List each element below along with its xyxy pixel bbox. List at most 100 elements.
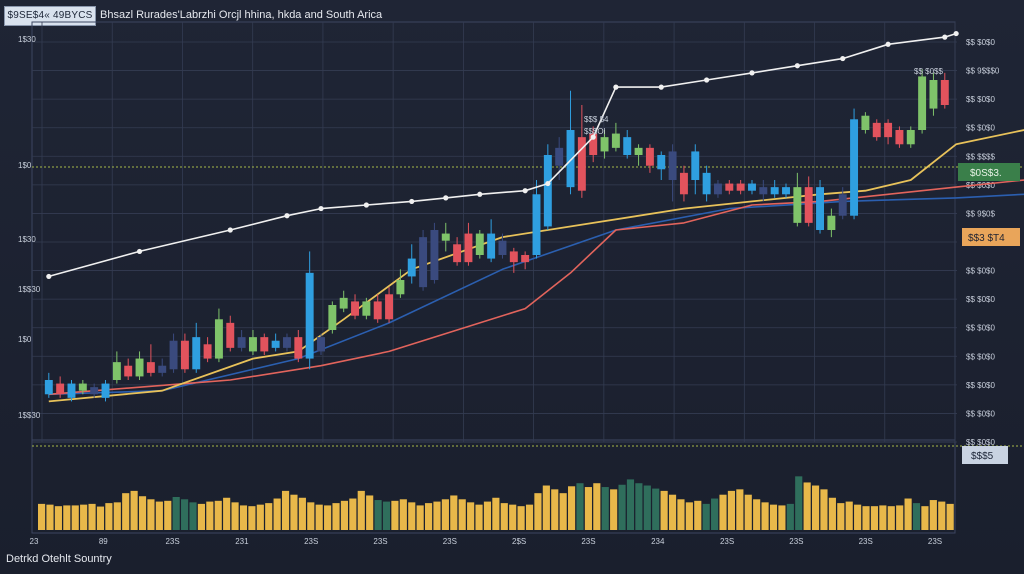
volume-bar [786,503,794,530]
volume-bar [374,500,382,530]
volume-bar [433,501,441,530]
plot-border [31,21,956,443]
volume-bar [391,500,399,530]
candle-body [702,172,711,195]
volume-bar [290,494,298,530]
volume-bar [332,503,340,530]
candle-body [396,280,405,295]
ma-line-red [48,179,1024,396]
candle-body [464,233,473,263]
candle-body [657,155,666,170]
volume-bar [147,499,155,530]
price-line-point [522,188,528,194]
candle-body [679,172,688,195]
volume-bar [912,503,921,530]
x-tick-label: 23S [304,537,318,546]
candle-body [918,76,927,130]
price-line-point [613,84,619,90]
price-line-point [443,195,449,201]
candle-body [861,115,870,130]
candle-body [600,137,609,152]
candle-body [884,122,893,138]
price-label-green [958,163,1020,181]
candle-body [441,233,450,241]
right-axis-label: $$ $0$0 [966,124,995,133]
candle-body [44,380,53,395]
price-line-point [794,63,800,69]
candle-body [260,337,269,352]
volume-bar [307,502,315,530]
volume-bar [854,504,862,530]
candle-body [634,147,643,155]
x-tick-label: 23S [443,537,457,546]
price-line-point [749,70,755,76]
candle-body [509,251,518,263]
price-line-point [840,55,846,62]
volume-bar [626,479,635,530]
x-tick-label: 23S [859,537,873,546]
volume-bar [408,502,416,530]
candle-body [419,237,428,288]
ma-line-blue [48,193,1024,396]
volume-panel-border [31,439,956,534]
candle-body [713,183,722,195]
candle-body [373,301,382,320]
volume-bar [820,489,828,530]
right-axis-label: $$ $0$0 [966,95,995,104]
price-line-point [942,34,948,40]
volume-bar [416,505,424,530]
price-line-point [704,77,710,83]
candle-body [577,137,586,191]
candle-body [146,362,155,373]
volume-bar [694,500,702,530]
volume-bar [46,504,54,530]
volume-bar [904,498,912,530]
volume-bar [921,506,929,530]
right-axis-label: $$ 9$0$ [966,209,995,218]
price-line-point [477,191,483,197]
volume-bar [164,500,172,530]
candle-body [872,122,881,138]
volume-bar [702,503,710,530]
volume-bar [803,482,811,530]
candle-body [838,194,847,216]
candle-body [566,130,575,188]
x-tick-label: 2$S [512,537,526,546]
candle-body [691,151,700,180]
price-label-green-text: $0S$3. [970,168,1002,179]
candle-body [271,340,280,348]
volume-bar [525,504,534,530]
volume-bar [711,498,719,530]
candle-body [169,340,178,370]
candle-body [736,183,745,191]
candle-body [759,187,768,195]
volume-bar [618,484,626,530]
volume-bar [88,503,96,530]
candle-body [124,365,133,377]
volume-bar [256,504,264,530]
x-tick-label: 23S [165,537,179,546]
candle-body [827,215,836,230]
price-label-orange-text: $$3 $T4 [968,233,1005,244]
candle-body [850,119,859,216]
x-tick-label: 23S [789,537,803,546]
price-line-point [318,205,324,212]
candle-body [430,230,439,280]
candle-body [317,337,325,352]
candle-body [283,337,291,348]
ticker-badge[interactable]: $9SE$4« 49BYCS [4,6,96,26]
right-axis-label: $$ $0$0 [966,324,995,333]
volume-bar [584,487,592,530]
candle-body [475,233,484,255]
volume-bar [298,497,306,530]
volume-bar [122,493,130,530]
right-axis-label: $$ $0$0 [966,38,995,47]
price-line-point [658,84,664,90]
x-tick-label: 23S [581,537,595,546]
volume-bar [54,506,62,530]
candle-body [248,337,257,352]
candle-body [78,383,87,391]
price-label-volume [962,446,1008,464]
volume-bar [71,505,79,530]
x-tick-label: 89 [99,537,108,546]
